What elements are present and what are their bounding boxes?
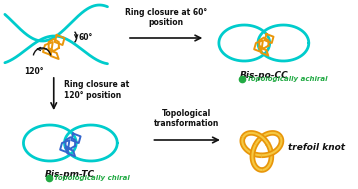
Text: Topologically achiral: Topologically achiral [247,76,328,82]
Text: 120°: 120° [24,67,44,75]
Text: Topologically chiral: Topologically chiral [54,175,130,181]
Text: 60°: 60° [78,33,92,42]
Text: Ring closure at 60°
position: Ring closure at 60° position [125,8,207,27]
Text: trefoil knot: trefoil knot [288,143,345,153]
Text: Bis-pm-TC: Bis-pm-TC [45,170,96,179]
Text: Bis-po-CC: Bis-po-CC [240,71,288,80]
Text: Topological
transformation: Topological transformation [154,109,219,128]
Text: Ring closure at
120° position: Ring closure at 120° position [63,80,129,100]
